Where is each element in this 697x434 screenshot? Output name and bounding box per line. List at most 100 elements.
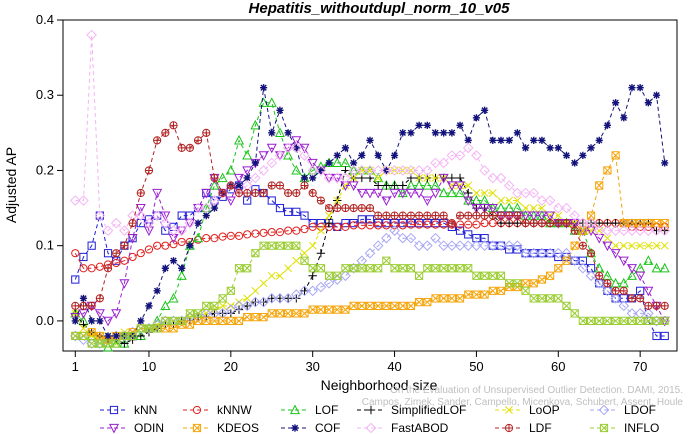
data-point-odin <box>602 241 613 252</box>
data-point-fastabod <box>274 150 286 161</box>
data-point-ldf <box>578 241 587 250</box>
data-point-kdeos <box>275 309 285 318</box>
data-point-loop <box>284 264 293 273</box>
data-point-knn <box>79 252 88 262</box>
data-point-kdeos <box>341 305 350 314</box>
data-point-kdeos <box>439 294 448 303</box>
data-point-loop <box>619 241 628 250</box>
data-point-cof <box>489 136 497 144</box>
legend-label-loop: LoOP <box>529 403 560 417</box>
data-point-ldof <box>331 274 343 285</box>
data-point-ldf <box>562 219 571 228</box>
data-point-loop <box>644 241 653 250</box>
data-point-lof <box>160 300 171 310</box>
data-point-ldf <box>259 188 268 198</box>
data-point-inflo <box>79 331 88 341</box>
data-point-cof <box>88 317 96 325</box>
data-point-loop <box>325 211 334 220</box>
data-point-cof <box>96 317 104 325</box>
data-point-inflo <box>513 279 522 288</box>
data-point-simplifiedlof <box>660 226 669 235</box>
data-point-ldf <box>210 173 219 183</box>
data-point-ldof <box>151 319 163 330</box>
data-point-ldf <box>603 279 612 288</box>
data-point-odin <box>364 188 376 199</box>
data-point-knnw <box>267 228 276 237</box>
data-point-cof <box>259 84 268 92</box>
data-point-inflo <box>406 264 416 273</box>
data-point-ldf <box>333 203 342 213</box>
data-point-cof <box>276 106 284 114</box>
data-point-odin <box>324 173 335 184</box>
data-point-cof <box>243 174 251 182</box>
data-point-cof <box>661 159 669 167</box>
data-point-inflo <box>284 241 293 250</box>
legend-item-fastabod: FastABOD <box>357 421 449 434</box>
data-point-ldf <box>185 143 194 152</box>
data-point-loop <box>660 241 669 250</box>
data-point-inflo <box>324 271 334 280</box>
data-point-kdeos <box>324 305 334 314</box>
data-point-knnw <box>251 229 260 238</box>
data-point-kdeos <box>267 309 276 318</box>
data-point-ldof <box>225 304 237 315</box>
data-point-knn <box>177 211 186 220</box>
data-point-inflo <box>537 294 547 303</box>
data-point-ldf <box>136 188 145 198</box>
data-point-knnw <box>218 232 227 241</box>
legend-label-ldof: LDOF <box>624 403 656 417</box>
data-point-inflo <box>185 309 194 318</box>
legend-label-simplifiedlof: SimplifiedLOF <box>391 403 466 417</box>
legend-label-knn: kNN <box>134 403 157 417</box>
data-point-fastabod <box>405 165 417 176</box>
data-point-ldf <box>586 249 596 258</box>
legend-item-odin: ODIN <box>100 421 164 434</box>
data-point-inflo <box>398 264 407 273</box>
legend-swatch-marker <box>108 423 120 434</box>
data-point-cof <box>636 84 644 92</box>
data-point-odin <box>438 173 449 184</box>
data-point-knn <box>554 252 563 262</box>
data-point-kdeos <box>595 181 604 190</box>
x-tick-label: 20 <box>224 359 238 374</box>
data-point-ldof <box>520 247 531 259</box>
data-point-ldof <box>372 240 384 251</box>
data-point-lof <box>659 262 670 273</box>
data-point-kdeos <box>251 313 260 322</box>
data-point-lof <box>422 180 433 190</box>
data-point-ldf <box>103 264 113 273</box>
data-point-lof <box>332 157 343 168</box>
data-point-ldf <box>464 211 473 220</box>
data-point-ldof <box>413 240 425 251</box>
data-point-inflo <box>374 264 383 273</box>
data-point-fastabod <box>634 225 646 236</box>
data-point-inflo <box>554 294 563 303</box>
data-point-inflo <box>95 339 104 348</box>
data-point-fastabod <box>160 217 171 229</box>
data-point-inflo <box>439 264 448 273</box>
data-point-loop <box>374 174 383 182</box>
data-point-knn <box>652 331 661 341</box>
data-point-simplifiedlof <box>292 294 301 303</box>
data-point-inflo <box>562 301 571 310</box>
data-point-inflo <box>210 301 219 310</box>
data-point-ldf <box>505 211 514 220</box>
data-point-ldf <box>292 188 301 198</box>
data-point-cof <box>628 84 636 92</box>
data-point-knnw <box>284 226 293 235</box>
data-point-inflo <box>464 264 473 273</box>
data-point-ldof <box>200 308 212 319</box>
data-point-ldof <box>160 315 171 327</box>
x-tick-label: 1 <box>72 359 79 374</box>
data-point-fastabod <box>168 225 179 236</box>
data-point-cof <box>284 129 292 137</box>
data-point-fastabod <box>585 217 597 229</box>
data-point-fastabod <box>331 172 343 184</box>
data-point-kdeos <box>447 294 456 303</box>
data-point-loop <box>218 301 227 310</box>
data-point-inflo <box>570 309 579 318</box>
data-point-cof <box>505 136 513 144</box>
legend-swatch-marker <box>598 404 610 416</box>
data-point-cof <box>595 136 603 144</box>
data-point-cof <box>317 166 325 175</box>
